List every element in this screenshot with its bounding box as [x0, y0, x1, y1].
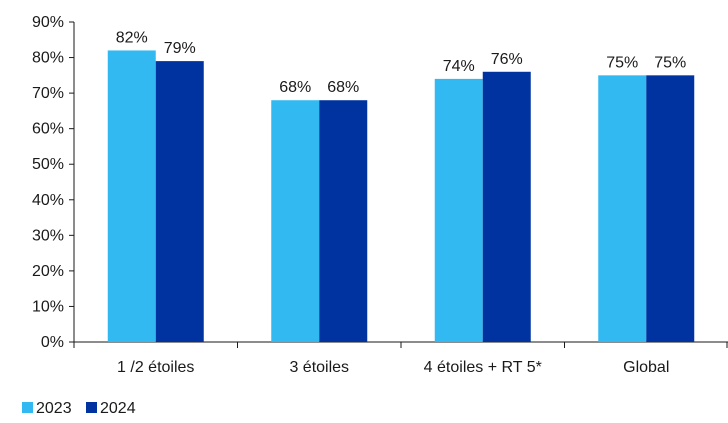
bar	[319, 100, 368, 342]
data-label: 68%	[327, 79, 359, 96]
y-tick-label: 90%	[32, 14, 64, 31]
legend-label: 2023	[36, 400, 72, 417]
data-label: 74%	[443, 58, 475, 75]
data-label: 76%	[491, 51, 523, 68]
y-tick-label: 30%	[32, 227, 64, 244]
bar	[155, 61, 204, 342]
x-tick-label: 4 étoiles + RT 5*	[424, 359, 542, 376]
bar	[434, 78, 483, 342]
x-tick-label: 3 étoiles	[289, 359, 349, 376]
legend-swatch	[22, 402, 33, 413]
bar	[107, 50, 156, 342]
legend-label: 2024	[100, 400, 136, 417]
bar	[271, 100, 320, 342]
data-label: 75%	[606, 54, 638, 71]
data-label: 68%	[279, 79, 311, 96]
bar	[482, 71, 531, 343]
y-tick-label: 80%	[32, 50, 64, 67]
bar	[598, 75, 647, 342]
y-tick-label: 0%	[41, 334, 64, 351]
data-labels: 82% 79% 68% 68% 74% 76% 75% 75%	[116, 29, 687, 96]
bar	[646, 75, 695, 342]
x-tick-label: Global	[623, 359, 669, 376]
y-tick-label: 20%	[32, 263, 64, 280]
data-label: 79%	[164, 40, 196, 57]
y-tick-label: 10%	[32, 298, 64, 315]
y-tick-label: 40%	[32, 192, 64, 209]
x-tick-label: 1 /2 étoiles	[117, 359, 194, 376]
legend-swatch	[86, 402, 97, 413]
y-tick-label: 50%	[32, 156, 64, 173]
bars	[107, 50, 695, 343]
legend: 2023 2024	[22, 400, 136, 417]
axes: 0% 10% 20% 30% 40% 50% 60% 70% 80% 90% 1 /2 étoile…	[32, 14, 728, 376]
data-label: 82%	[116, 29, 148, 46]
data-label: 75%	[654, 54, 686, 71]
y-tick-label: 70%	[32, 85, 64, 102]
y-tick-label: 60%	[32, 121, 64, 138]
